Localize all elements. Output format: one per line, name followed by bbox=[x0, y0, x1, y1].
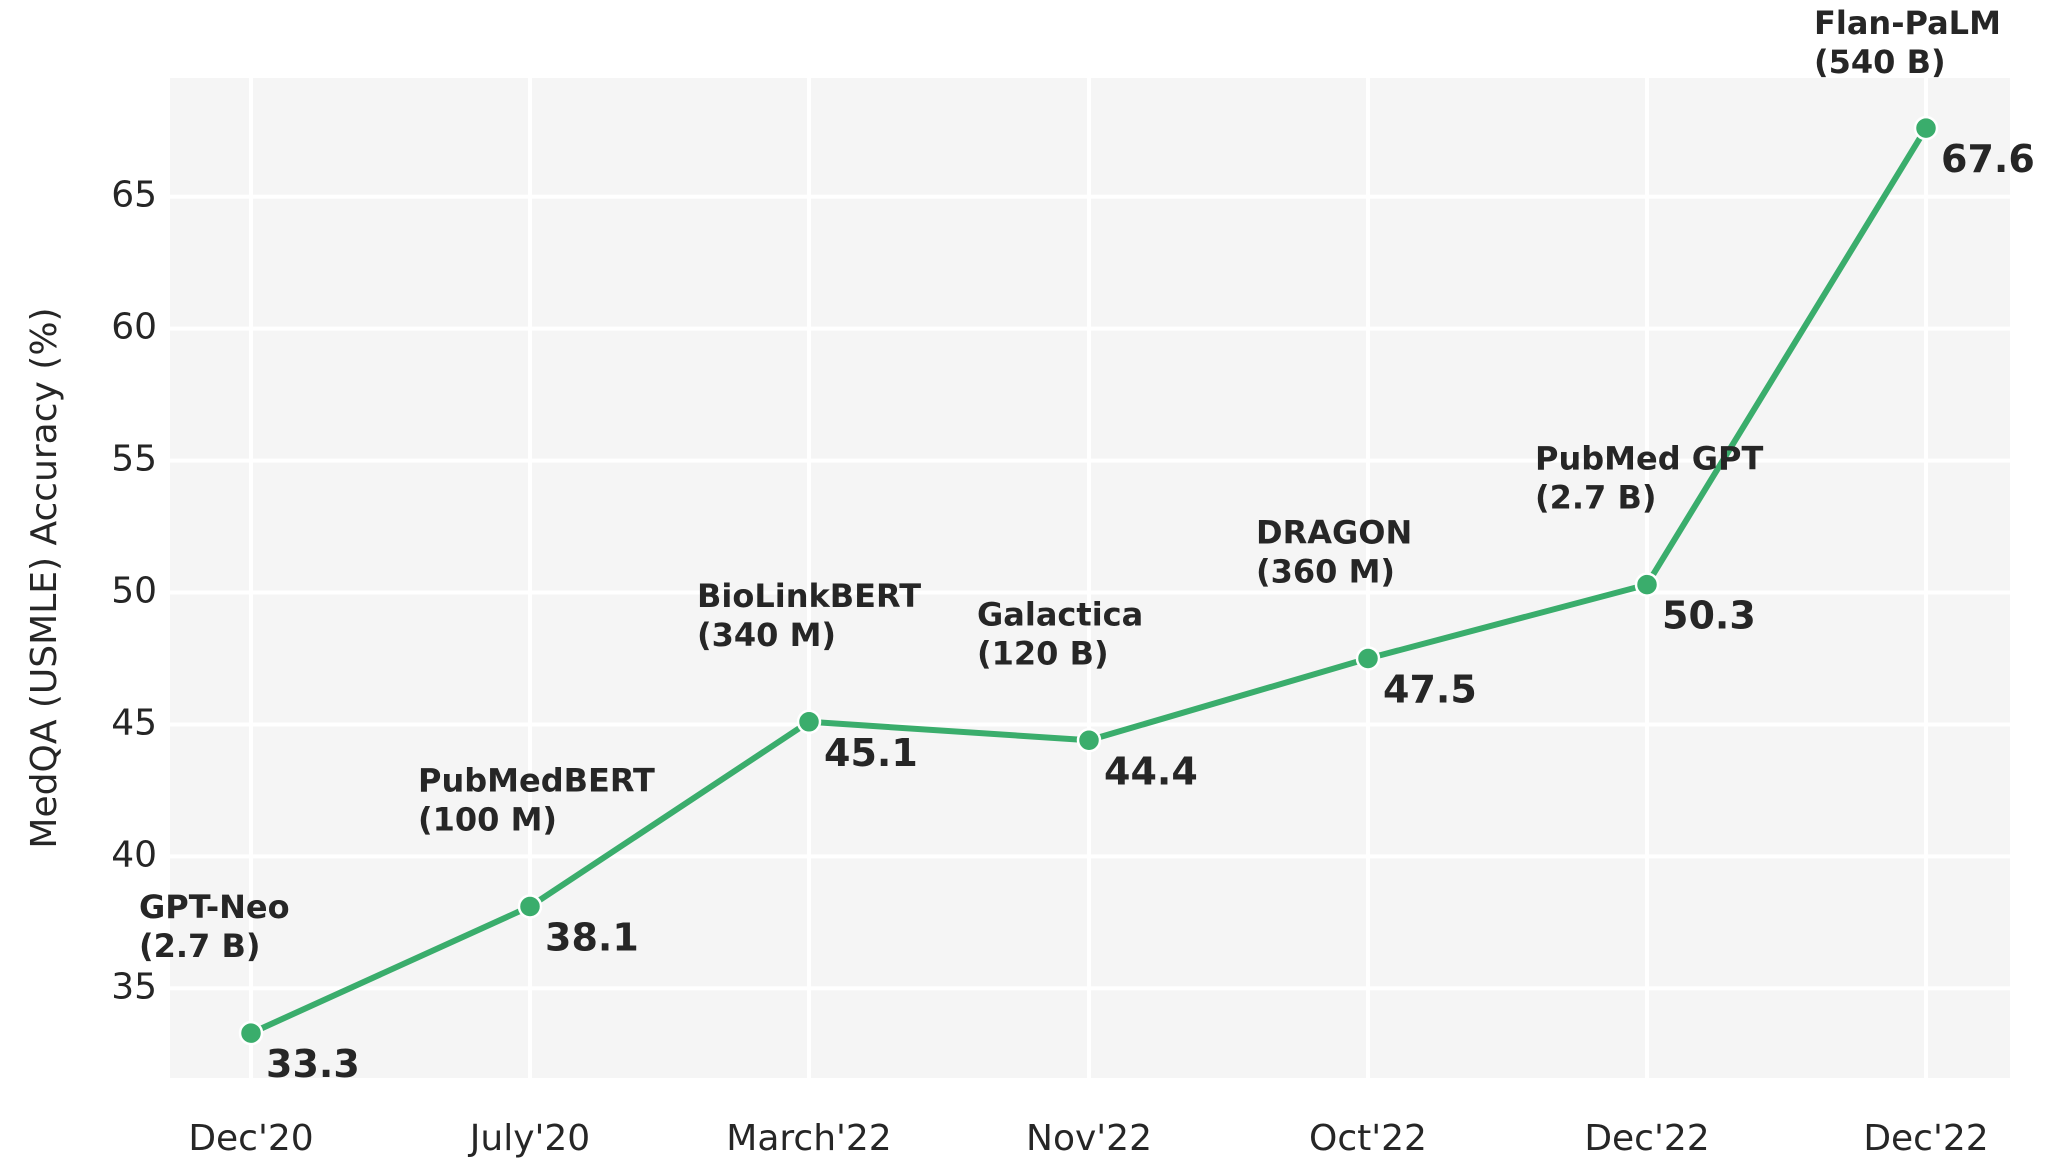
y-tick-label: 60 bbox=[111, 307, 157, 348]
data-point bbox=[1355, 646, 1381, 671]
data-point bbox=[1634, 572, 1660, 597]
model-name: PubMed GPT bbox=[1535, 440, 1763, 478]
y-tick-label: 50 bbox=[111, 571, 157, 612]
series bbox=[238, 115, 1939, 1046]
data-label: 44.4 bbox=[1104, 749, 1198, 793]
model-annotation: GPT-Neo (2.7 B) bbox=[139, 888, 290, 965]
data-label: 45.1 bbox=[824, 731, 918, 775]
model-size: (100 M) bbox=[418, 800, 557, 838]
model-annotation: BioLinkBERT (340 M) bbox=[697, 577, 921, 654]
grid bbox=[170, 78, 2010, 1078]
y-tick-label: 40 bbox=[111, 834, 157, 875]
x-tick-label: Dec'22 bbox=[1863, 1118, 1988, 1159]
model-size: (2.7 B) bbox=[139, 927, 260, 965]
model-name: Galactica bbox=[977, 595, 1143, 633]
model-name: GPT-Neo bbox=[139, 888, 290, 926]
model-annotation: PubMedBERT (100 M) bbox=[418, 761, 655, 838]
data-label: 50.3 bbox=[1662, 594, 1756, 638]
y-tick-label: 65 bbox=[111, 175, 157, 216]
model-name: BioLinkBERT bbox=[697, 577, 921, 615]
data-label: 33.3 bbox=[266, 1042, 360, 1086]
model-size: (340 M) bbox=[697, 616, 836, 654]
y-axis-ticks: 35 40 45 50 55 60 65 bbox=[111, 175, 157, 1008]
y-tick-label: 45 bbox=[111, 702, 157, 743]
y-tick-label: 55 bbox=[111, 439, 157, 480]
model-size: (540 B) bbox=[1814, 43, 1946, 81]
model-annotation: Galactica (120 B) bbox=[977, 595, 1143, 672]
x-tick-label: Oct'22 bbox=[1309, 1118, 1427, 1159]
data-point bbox=[796, 709, 822, 735]
data-point bbox=[238, 1020, 264, 1046]
data-label: 67.6 bbox=[1941, 137, 2035, 181]
data-point bbox=[1913, 115, 1939, 141]
model-name: DRAGON bbox=[1256, 513, 1412, 551]
data-point bbox=[1076, 728, 1102, 753]
model-size: (2.7 B) bbox=[1535, 479, 1656, 517]
data-point bbox=[517, 894, 543, 919]
x-tick-label: Dec'22 bbox=[1584, 1118, 1709, 1159]
model-name: PubMedBERT bbox=[418, 761, 655, 799]
model-size: (360 M) bbox=[1256, 552, 1395, 590]
x-axis-ticks: Dec'20 July'20 March'22 Nov'22 Oct'22 Dec'22 D… bbox=[188, 1118, 1988, 1159]
model-name: Flan-PaLM bbox=[1814, 4, 2001, 42]
model-size: (120 B) bbox=[977, 634, 1109, 672]
x-tick-label: Dec'20 bbox=[188, 1118, 313, 1159]
y-axis-title: MedQA (USMLE) Accuracy (%) bbox=[24, 307, 65, 848]
model-annotation: Flan-PaLM (540 B) bbox=[1814, 4, 2001, 81]
model-annotation: PubMed GPT (2.7 B) bbox=[1535, 440, 1763, 517]
model-annotation: DRAGON (360 M) bbox=[1256, 513, 1412, 590]
y-tick-label: 35 bbox=[111, 966, 157, 1007]
x-tick-label: July'20 bbox=[468, 1118, 590, 1159]
x-tick-label: Nov'22 bbox=[1026, 1118, 1152, 1159]
data-label: 47.5 bbox=[1383, 667, 1477, 711]
data-label: 38.1 bbox=[545, 915, 639, 959]
x-tick-label: March'22 bbox=[726, 1118, 891, 1159]
